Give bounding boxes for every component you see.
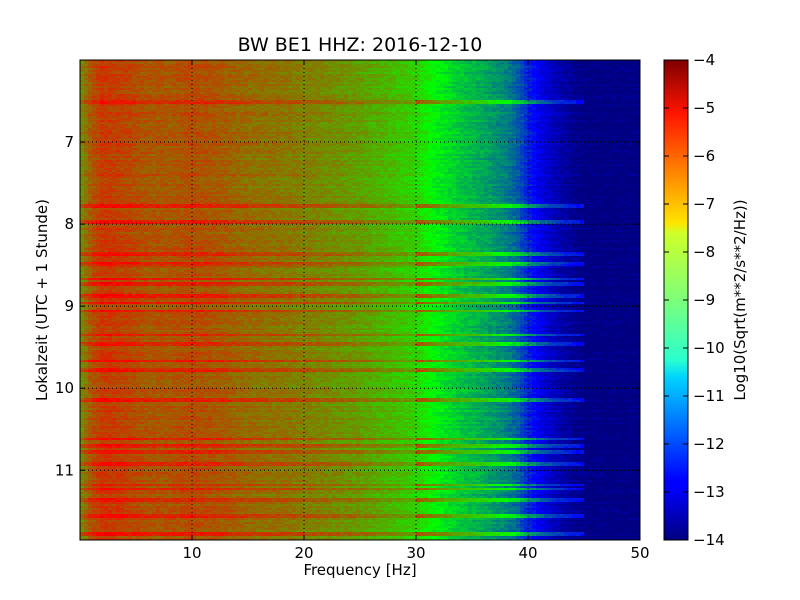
heatmap-cells: [80, 60, 641, 541]
